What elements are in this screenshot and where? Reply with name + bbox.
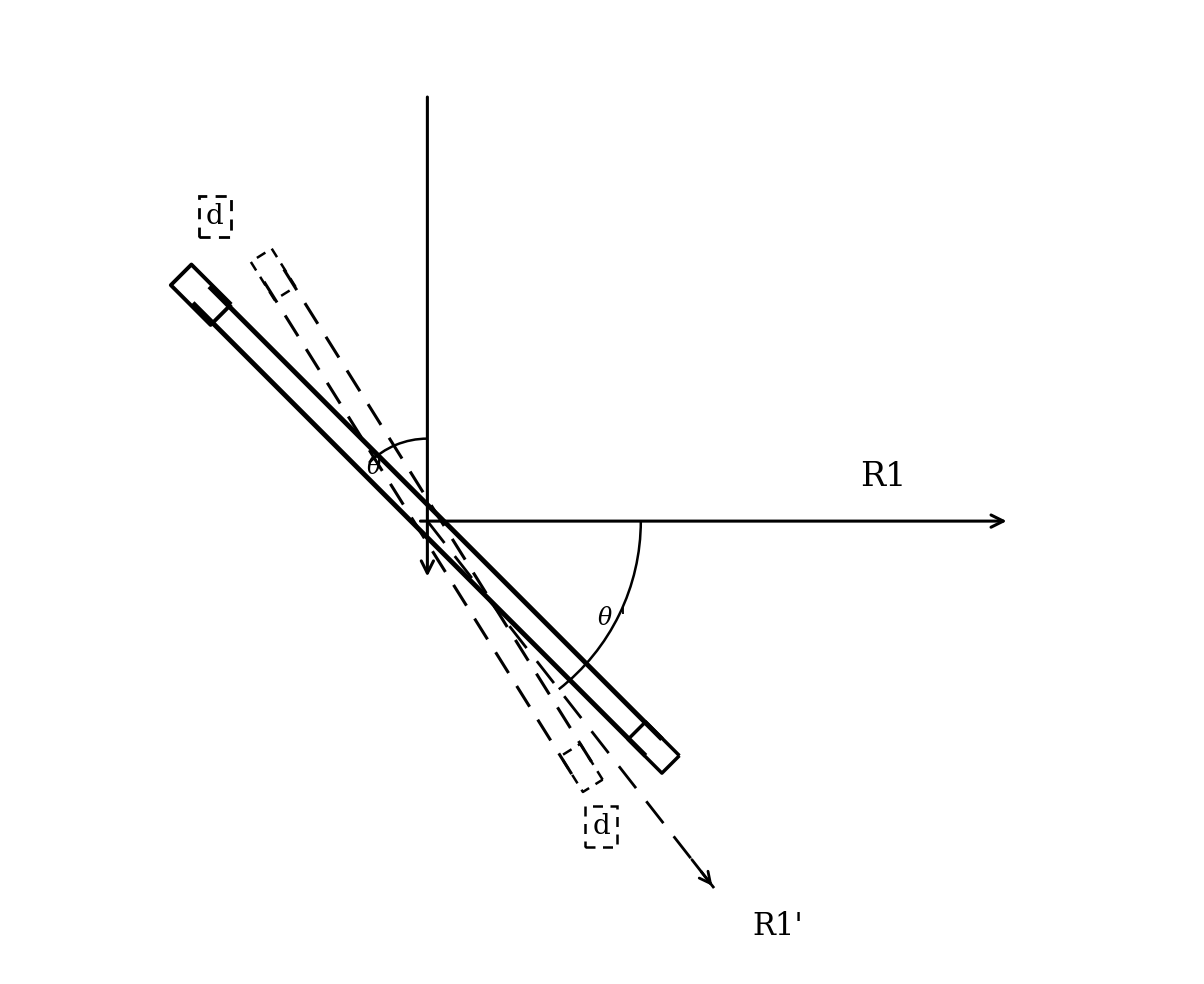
- Text: R1: R1: [860, 461, 907, 493]
- Text: d: d: [592, 813, 610, 839]
- Text: θ ': θ ': [597, 606, 626, 630]
- Text: R1': R1': [752, 911, 803, 943]
- Text: d: d: [206, 203, 224, 229]
- Text: θ: θ: [367, 457, 382, 479]
